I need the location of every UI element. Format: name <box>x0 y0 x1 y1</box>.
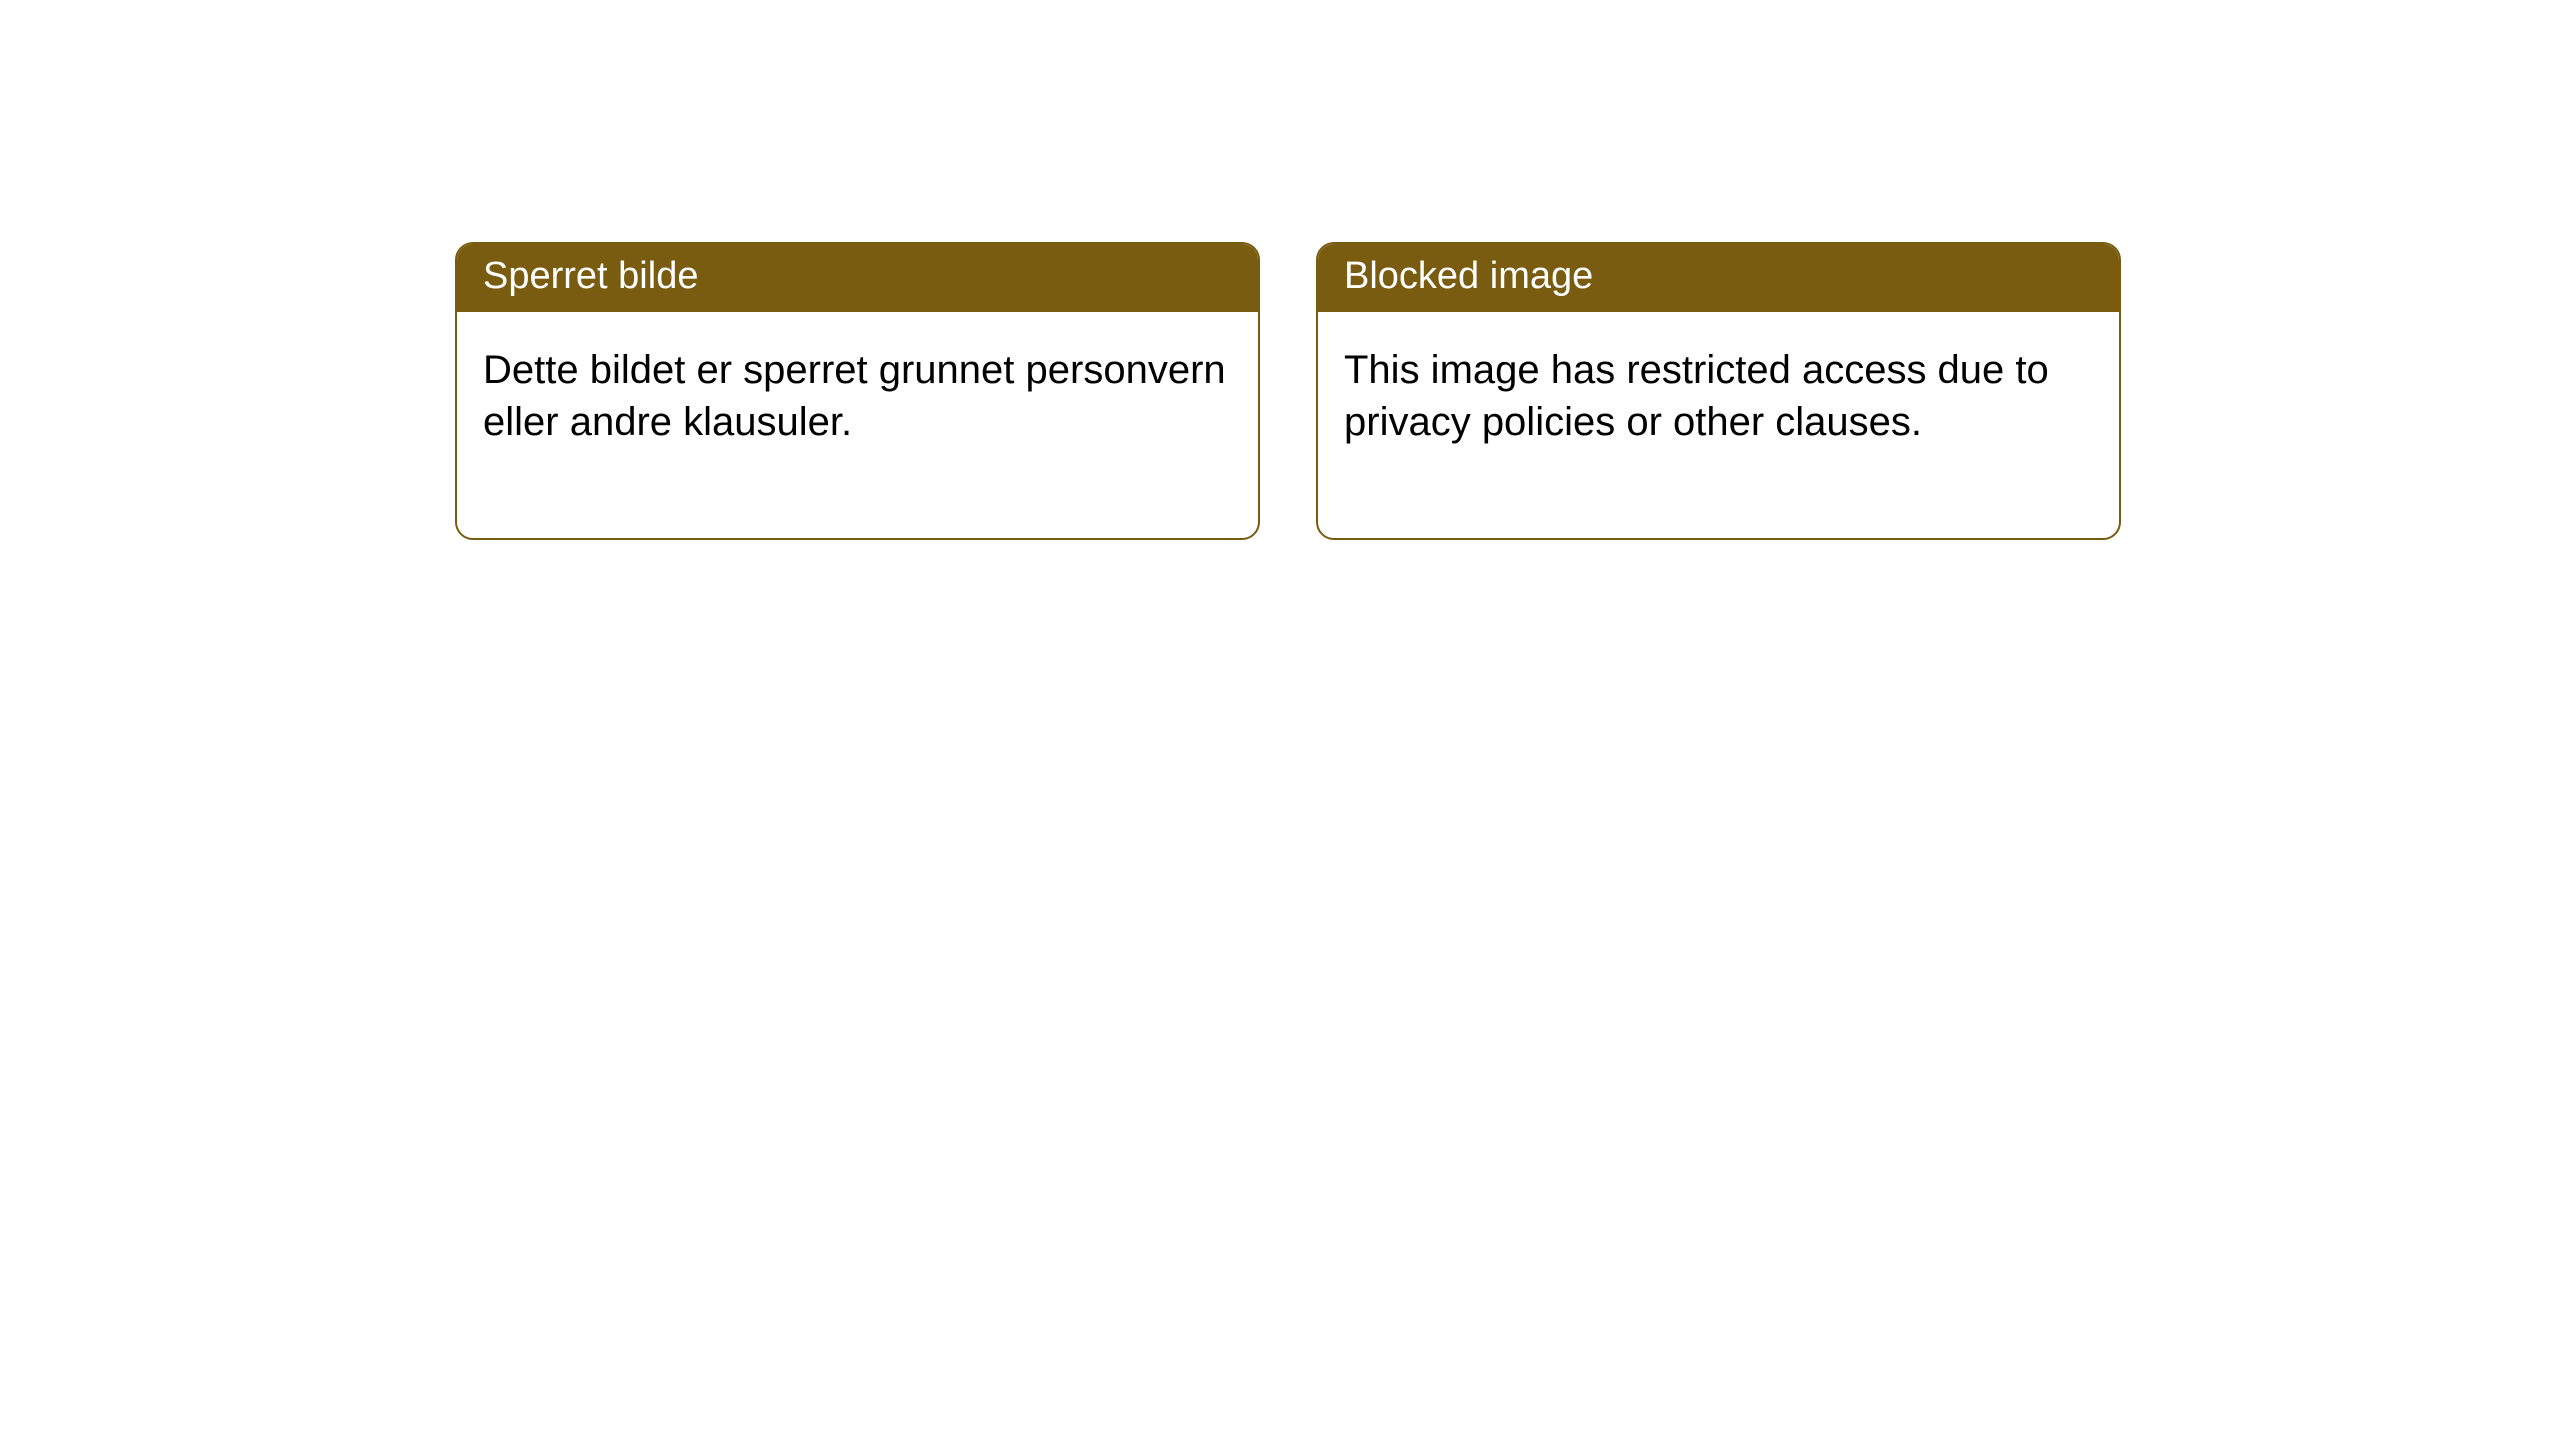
notice-title: Blocked image <box>1318 244 2119 312</box>
notice-card-english: Blocked image This image has restricted … <box>1316 242 2121 540</box>
notice-card-norwegian: Sperret bilde Dette bildet er sperret gr… <box>455 242 1260 540</box>
notice-body-text: Dette bildet er sperret grunnet personve… <box>457 312 1258 538</box>
notice-body-text: This image has restricted access due to … <box>1318 312 2119 538</box>
notice-title: Sperret bilde <box>457 244 1258 312</box>
notice-container: Sperret bilde Dette bildet er sperret gr… <box>0 0 2560 540</box>
